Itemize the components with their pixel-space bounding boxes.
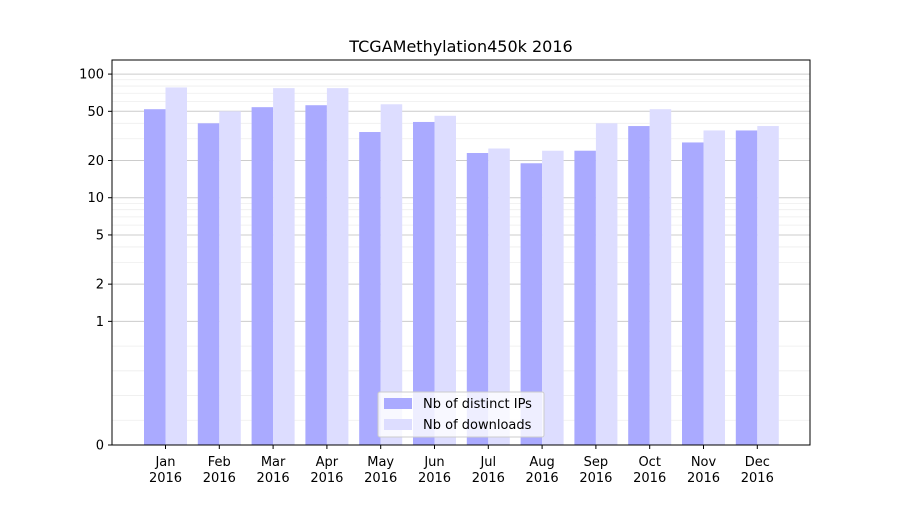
bar-downloads bbox=[542, 150, 564, 445]
legend-box bbox=[377, 391, 545, 438]
legend: Nb of distinct IPs Nb of downloads bbox=[377, 391, 545, 438]
y-axis: 0 1 2 5 10 20 50 100 bbox=[79, 68, 112, 454]
chart-title: TCGAMethylation450k 2016 bbox=[348, 37, 572, 56]
y-tick-label: 50 bbox=[87, 105, 104, 120]
bar-distinct-ips bbox=[305, 105, 327, 445]
x-tick-label: Dec 2016 bbox=[741, 455, 774, 486]
x-tick-label: May 2016 bbox=[364, 455, 397, 486]
y-tick-label: 20 bbox=[87, 154, 104, 169]
bar-distinct-ips bbox=[520, 163, 543, 445]
x-tick-label: Feb 2016 bbox=[203, 455, 236, 486]
x-tick-label: Jan 2016 bbox=[149, 455, 182, 486]
bar-distinct-ips bbox=[413, 121, 435, 445]
bar-distinct-ips bbox=[359, 132, 381, 446]
plot-frame bbox=[111, 59, 811, 446]
x-tick-label: Apr 2016 bbox=[310, 455, 343, 486]
legend-swatch-distinct-ips bbox=[384, 398, 412, 409]
bar-downloads bbox=[595, 123, 618, 445]
bars bbox=[144, 87, 779, 446]
bar-downloads bbox=[649, 109, 672, 445]
x-tick-label: Mar 2016 bbox=[257, 455, 290, 486]
bar-downloads bbox=[757, 126, 779, 445]
x-tick-label: Jul 2016 bbox=[472, 455, 505, 486]
y-tick-label: 0 bbox=[96, 439, 104, 454]
y-tick-label: 1 bbox=[96, 315, 104, 330]
x-tick-label: Sep 2016 bbox=[579, 455, 612, 486]
bar-downloads bbox=[273, 88, 295, 446]
bar-downloads bbox=[434, 115, 456, 446]
bar-distinct-ips bbox=[628, 126, 650, 445]
bar-distinct-ips bbox=[197, 123, 220, 445]
x-tick-label: Jun 2016 bbox=[418, 455, 451, 486]
bar-distinct-ips bbox=[682, 142, 704, 445]
x-tick-label: Aug 2016 bbox=[526, 455, 559, 486]
x-axis: Jan 2016 Feb 2016 Mar 2016 Apr 2016 May 2016 Jun 20… bbox=[149, 445, 774, 486]
bar-downloads bbox=[703, 130, 725, 445]
y-tick-label: 100 bbox=[79, 68, 104, 83]
bar-downloads bbox=[219, 111, 241, 445]
legend-label-downloads: Nb of downloads bbox=[423, 418, 532, 433]
bar-distinct-ips bbox=[466, 153, 489, 445]
bar-distinct-ips bbox=[251, 107, 274, 445]
legend-swatch-downloads bbox=[384, 419, 412, 430]
bar-downloads bbox=[326, 88, 349, 446]
x-tick-label: Nov 2016 bbox=[687, 455, 720, 486]
y-tick-label: 10 bbox=[87, 191, 104, 206]
y-tick-label: 5 bbox=[96, 228, 104, 243]
bar-distinct-ips bbox=[735, 130, 758, 445]
bar-downloads bbox=[165, 87, 187, 446]
bar-distinct-ips bbox=[574, 150, 596, 445]
bar-downloads bbox=[380, 104, 403, 445]
legend-label-distinct-ips: Nb of distinct IPs bbox=[423, 397, 532, 412]
bar-downloads bbox=[488, 148, 510, 445]
x-tick-label: Oct 2016 bbox=[633, 455, 666, 486]
bar-distinct-ips bbox=[144, 109, 166, 445]
y-tick-label: 2 bbox=[96, 278, 104, 293]
